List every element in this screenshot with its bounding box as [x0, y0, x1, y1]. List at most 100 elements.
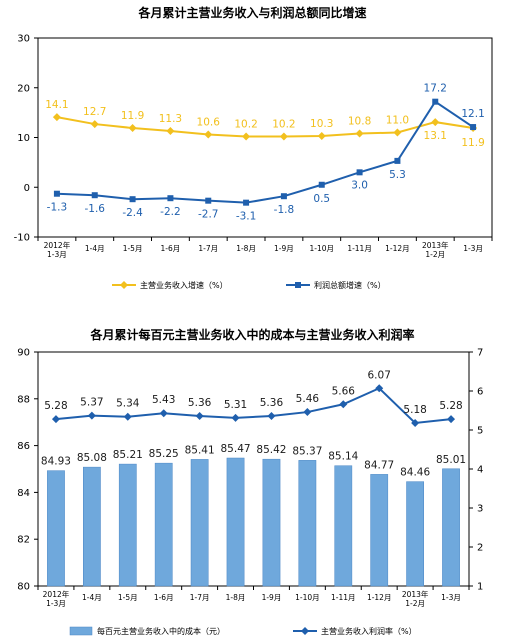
revenue-growth-point: [52, 113, 61, 122]
margin-point: [159, 409, 168, 418]
margin-label: 5.34: [116, 398, 140, 410]
profit-growth-point: [53, 190, 60, 197]
cost-bar-label: 85.01: [436, 454, 466, 466]
revenue-growth-label: 13.1: [424, 130, 447, 142]
profit-growth-label: 12.1: [461, 108, 484, 120]
margin-label: 5.28: [44, 400, 67, 412]
cost-bar: [47, 470, 65, 587]
chart2-right-tick-label: 3: [477, 504, 483, 515]
margin-label: 5.46: [296, 393, 320, 405]
cost-bar: [190, 459, 209, 587]
chart1-legend-profit-marker: [295, 282, 301, 288]
profit-growth-label: 17.2: [424, 83, 447, 95]
revenue-growth-label: 11.3: [159, 113, 182, 125]
chart2-legend-cost-swatch: [69, 626, 93, 636]
chart1-x-tick-label: 1-3月: [47, 250, 67, 259]
margin-label: 5.66: [332, 385, 356, 397]
chart2-legend-margin-label: 主营业务收入利润率（%）: [321, 626, 417, 636]
chart1-x-tick-label: 1-9月: [274, 244, 294, 253]
chart2-left-tick-label: 82: [17, 535, 30, 546]
margin-point: [411, 418, 420, 427]
margin-point: [231, 413, 240, 422]
chart1-x-tick-label: 1-8月: [236, 244, 256, 253]
revenue-growth-point: [431, 118, 440, 127]
revenue-growth-label: 10.8: [348, 116, 371, 128]
chart1-y-tick-label: 20: [17, 83, 30, 94]
chart1-x-tick-label: 1-10月: [309, 244, 334, 253]
cost-bar-label: 85.42: [256, 444, 286, 456]
chart2-left-tick-label: 84: [17, 488, 30, 499]
margin-label: 5.18: [403, 404, 426, 416]
cost-bar-label: 84.46: [400, 467, 430, 479]
profit-growth-point: [356, 169, 363, 176]
chart2-right-tick-label: 4: [477, 465, 483, 476]
cost-bar-label: 85.08: [77, 452, 107, 464]
chart2-x-tick-label: 1-9月: [262, 593, 282, 602]
chart1-legend-profit-label: 利润总额增速（%）: [314, 280, 386, 290]
profit-growth-label: -2.2: [160, 206, 181, 218]
chart2-x-tick-label: 1-7月: [190, 593, 210, 602]
chart1-y-tick-label: 0: [24, 183, 30, 194]
chart2-x-tick-label: 1-11月: [331, 593, 356, 602]
profit-growth-label: -2.4: [122, 207, 143, 219]
margin-point: [447, 415, 456, 424]
chart2-x-tick-label: 1-3月: [46, 599, 66, 608]
margin-point: [375, 384, 384, 393]
chart1-x-tick-label: 1-5月: [123, 244, 143, 253]
chart1-x-tick-label: 1-11月: [347, 244, 372, 253]
margin-label: 5.37: [80, 397, 103, 409]
revenue-growth-point: [317, 132, 326, 141]
revenue-growth-point: [128, 124, 137, 133]
chart2-left-tick-label: 86: [17, 441, 30, 452]
profit-growth-point: [280, 193, 287, 200]
chart2-x-tick-label: 1-4月: [82, 593, 102, 602]
profit-growth-point: [432, 98, 439, 105]
revenue-growth-point: [242, 132, 251, 141]
profit-growth-point: [394, 157, 401, 164]
revenue-growth-label: 10.3: [310, 118, 333, 130]
profit-growth-label: -1.6: [85, 203, 106, 215]
cost-bar-label: 85.37: [292, 445, 322, 457]
margin-label: 6.07: [368, 369, 391, 381]
cost-bar-label: 84.93: [41, 456, 71, 468]
cost-bar-label: 85.21: [113, 449, 143, 461]
chart2-right-tick-label: 6: [477, 387, 483, 398]
profit-growth-label: 5.3: [389, 169, 406, 181]
chart2-right-tick-label: 2: [477, 543, 483, 554]
chart1-y-tick-label: 30: [17, 34, 30, 45]
chart1-legend-revenue-label: 主营业务收入增速（%）: [140, 280, 228, 290]
revenue-growth-point: [204, 130, 213, 139]
chart2-legend-cost-label: 每百元主营业务收入中的成本（元）: [97, 626, 225, 636]
chart2-title: 各月累计每百元主营业务收入中的成本与主营业务收入利润率: [90, 328, 415, 342]
cost-bar: [406, 481, 424, 587]
profit-growth-label: -3.1: [236, 211, 257, 223]
revenue-growth-point: [279, 132, 288, 141]
cost-bar: [442, 468, 460, 587]
profit-growth-label: -1.3: [47, 202, 68, 214]
chart1-title: 各月累计主营业务收入与利润总额同比增速: [138, 6, 367, 20]
cost-bar: [83, 466, 101, 587]
chart2-x-tick-label: 1-6月: [154, 593, 174, 602]
chart1-y-tick-label: -10: [14, 233, 30, 244]
profit-growth-point: [91, 192, 98, 199]
margin-label: 5.36: [260, 397, 284, 409]
cost-bar: [298, 460, 317, 587]
profit-growth-line: [56, 100, 474, 204]
chart1-x-tick-label: 1-12月: [385, 244, 410, 253]
revenue-growth-line: [56, 116, 474, 138]
chart2-right-tick-label: 1: [477, 582, 483, 593]
margin-point: [123, 412, 132, 421]
cost-bar: [262, 458, 281, 587]
profit-growth-point: [243, 199, 250, 206]
revenue-growth-label: 10.2: [272, 119, 295, 131]
chart1-x-tick-label: 1-6月: [161, 244, 181, 253]
revenue-growth-point: [90, 120, 99, 129]
revenue-growth-point: [393, 128, 402, 137]
chart2-legend-margin-marker: [301, 627, 309, 635]
chart2-x-tick-label: 2012年: [43, 589, 70, 599]
chart1-y-tick-label: 10: [17, 133, 30, 144]
profit-growth-point: [167, 195, 174, 202]
chart1-legend-revenue-marker: [120, 281, 128, 289]
chart1-x-tick-label: 1-7月: [198, 244, 218, 253]
